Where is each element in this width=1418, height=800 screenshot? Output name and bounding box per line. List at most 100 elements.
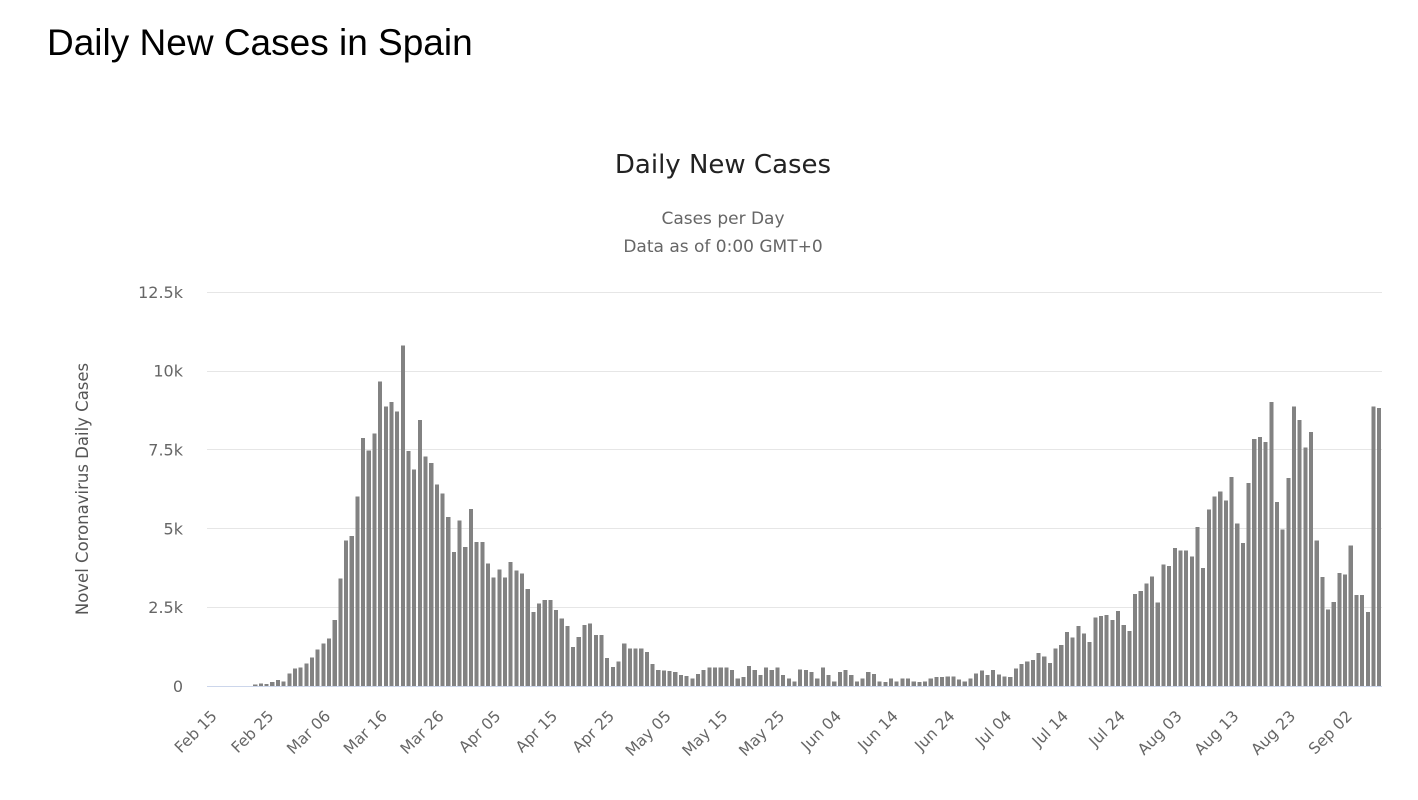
bar (809, 672, 814, 686)
bar (815, 678, 820, 686)
chart-subtitle-line2: Data as of 0:00 GMT+0 (623, 237, 822, 257)
bar (565, 626, 570, 686)
bar (304, 663, 309, 686)
bar (945, 676, 950, 686)
bar (1098, 615, 1104, 686)
bar (554, 609, 559, 686)
bar (383, 406, 388, 686)
bar (599, 635, 604, 686)
bar (928, 678, 933, 686)
bar (1138, 590, 1143, 686)
bar (820, 667, 825, 686)
bar (1042, 656, 1047, 686)
bar (344, 540, 349, 686)
x-tick-label: Feb 15 (171, 707, 221, 757)
bar (843, 669, 848, 686)
bar (741, 677, 746, 686)
x-tick-label: May 15 (679, 707, 732, 760)
bar (1314, 540, 1319, 686)
bar (707, 667, 712, 686)
bar (1320, 576, 1325, 686)
bar (485, 563, 491, 686)
bar (792, 681, 797, 686)
bar (440, 493, 445, 686)
bar (900, 678, 905, 686)
bar (338, 578, 343, 686)
bar (1030, 660, 1035, 686)
bar (724, 667, 729, 686)
bar (622, 643, 627, 686)
bar (826, 674, 831, 686)
gridlines (207, 292, 1382, 687)
bar (548, 600, 553, 686)
bar (497, 569, 502, 686)
bar (1229, 477, 1234, 686)
bar (1013, 668, 1018, 686)
bar (412, 469, 417, 686)
bar (1155, 602, 1160, 686)
y-tick-label: 10k (153, 362, 183, 381)
bar (429, 463, 434, 686)
bar (1354, 595, 1359, 686)
bar (292, 668, 298, 686)
bar (1121, 625, 1126, 686)
bar (877, 681, 882, 686)
bar (1280, 529, 1285, 686)
bar (451, 551, 456, 686)
bar (1303, 447, 1308, 686)
bar (537, 603, 542, 686)
x-tick-label: Mar 26 (397, 707, 448, 758)
bar (747, 666, 752, 686)
bar (764, 667, 769, 686)
bar (781, 674, 786, 686)
bar (326, 638, 332, 686)
bar (996, 674, 1001, 686)
bar (678, 674, 684, 686)
bar (1212, 496, 1217, 686)
x-tick-label: May 05 (622, 707, 675, 760)
bar (883, 682, 888, 686)
y-tick-label: 5k (164, 519, 184, 538)
bar (434, 484, 439, 686)
bar (1133, 594, 1138, 686)
bar (1218, 491, 1223, 686)
bar (349, 535, 354, 686)
bar (1360, 595, 1365, 686)
bar (1206, 509, 1211, 686)
bar (355, 496, 360, 686)
bar (968, 678, 973, 686)
bar (275, 680, 281, 686)
bar (854, 681, 859, 686)
y-axis-labels: 0 2.5k 5k 7.5k 10k 12.5k (138, 283, 184, 696)
x-tick-label: Apr 05 (455, 707, 504, 756)
bar (463, 546, 468, 686)
bar (1377, 408, 1382, 686)
bar (974, 673, 979, 686)
x-tick-label: Aug 23 (1248, 707, 1300, 759)
bar (361, 437, 366, 686)
chart-subtitle: Cases per Day (661, 209, 784, 229)
y-tick-label: 0 (173, 677, 183, 696)
bar (962, 681, 967, 686)
bar (934, 677, 939, 686)
bar (1002, 676, 1007, 686)
x-tick-label: Jun 04 (797, 707, 845, 755)
bar (1008, 677, 1013, 686)
bar (1087, 641, 1092, 686)
bar (661, 670, 666, 686)
bar (446, 516, 451, 686)
x-tick-label: Apr 25 (569, 707, 618, 756)
bar (1235, 523, 1240, 686)
bar (332, 620, 337, 686)
bar (588, 623, 593, 686)
bar (605, 658, 610, 686)
bar (627, 648, 632, 686)
bar (894, 681, 899, 686)
bar (593, 635, 598, 686)
bar (951, 676, 956, 686)
bar (849, 674, 854, 686)
bar (1036, 652, 1041, 686)
bar (1053, 648, 1058, 686)
